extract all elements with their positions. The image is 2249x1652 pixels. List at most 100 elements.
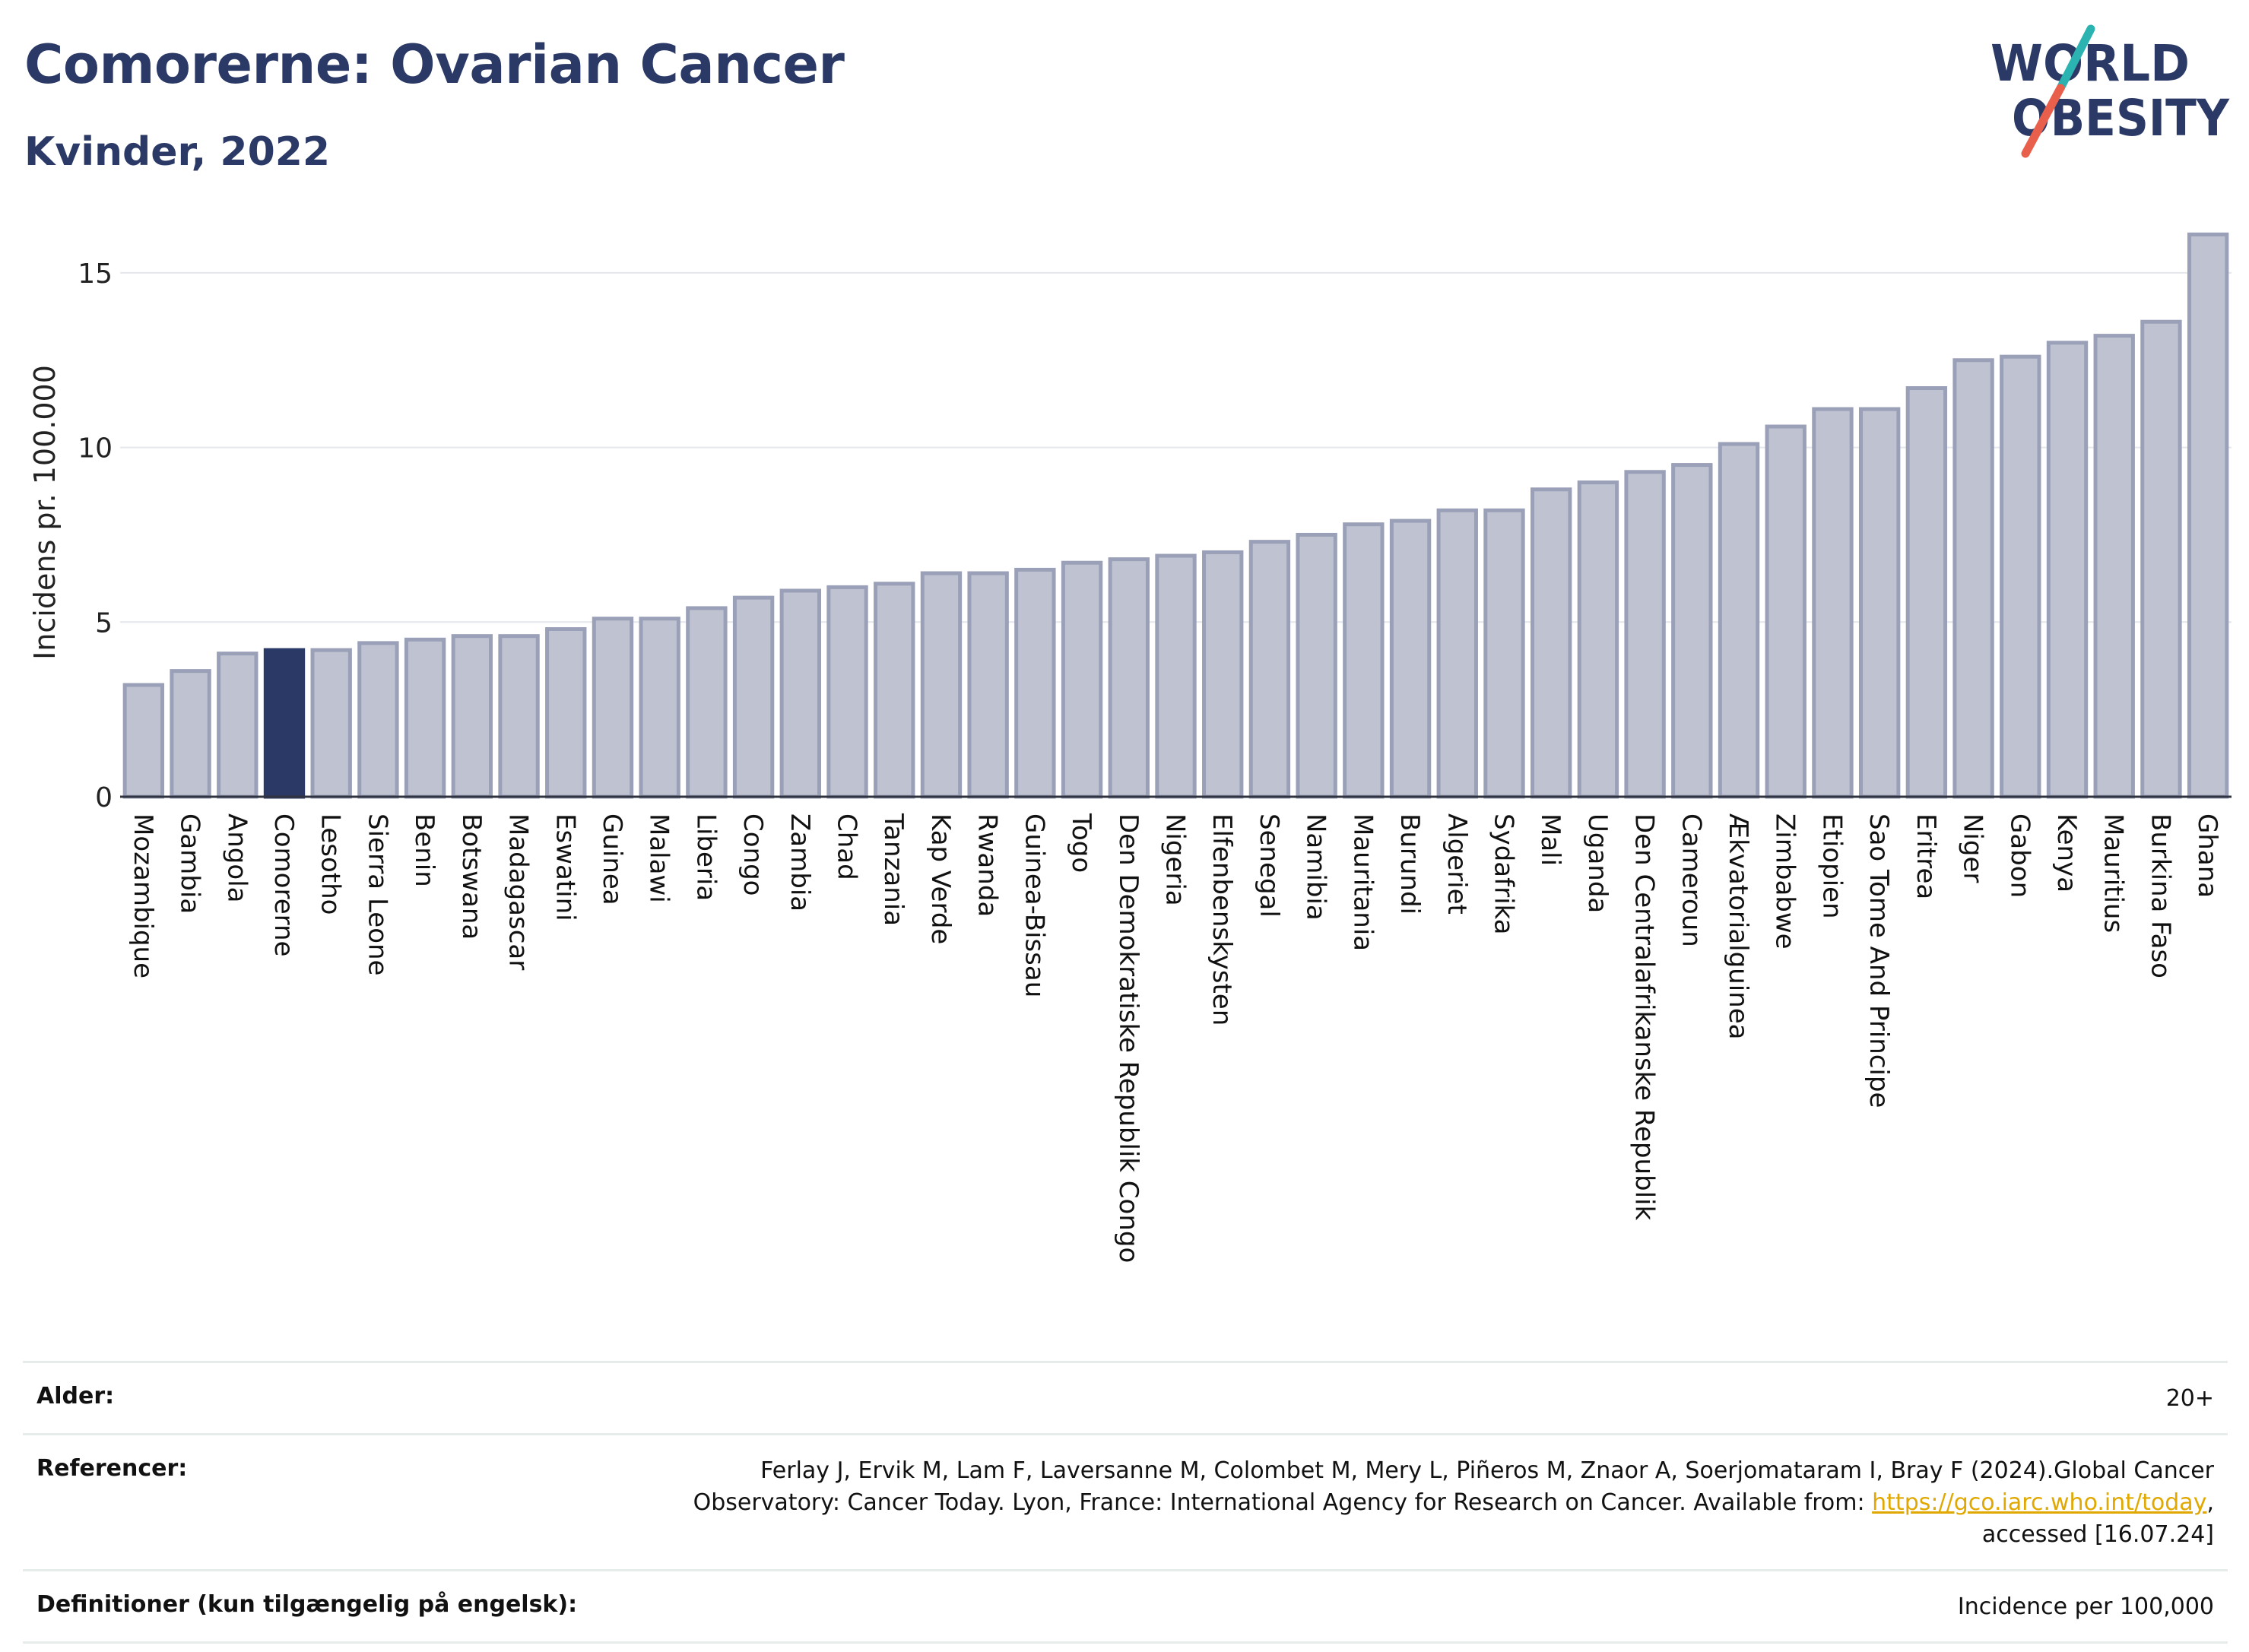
x-tick-label: Guinea [597, 813, 627, 905]
bar [732, 595, 775, 799]
references-label: Referencer: [36, 1455, 188, 1482]
bar [1905, 386, 1948, 799]
bar-highlight [263, 648, 306, 799]
world-obesity-logo: WORLD OBESITY [1990, 24, 2230, 158]
bar [170, 669, 211, 799]
y-tick-label: 15 [78, 258, 113, 290]
x-tick-label: Nigeria [1160, 813, 1191, 906]
logo-slash-coral [2021, 84, 2065, 158]
references-link[interactable]: https://gco.iarc.who.int/today [1872, 1489, 2207, 1516]
chart-footer: Alder: 20+ Referencer: Ferlay J, Ervik M… [23, 1361, 2228, 1644]
bar [686, 606, 728, 799]
x-tick-label: Mali [1535, 813, 1565, 866]
y-tick-label: 5 [95, 607, 113, 639]
x-tick-label: Chad [832, 813, 862, 880]
bar [1248, 540, 1291, 799]
y-tick-label: 10 [78, 433, 113, 465]
logo-text-world: WORLD [1990, 34, 2190, 93]
bar [826, 585, 868, 799]
x-tick-label: Togo [1066, 813, 1096, 873]
bar [545, 626, 587, 799]
bar [967, 571, 1009, 799]
references-text-1: Ferlay J, Ervik M, Lam F, Laversanne M, … [760, 1457, 2214, 1484]
definitions-label: Definitioner (kun tilgængelig på engelsk… [36, 1591, 578, 1618]
x-tick-label: Kenya [2051, 813, 2082, 893]
x-tick-label: Gambia [175, 813, 205, 914]
x-tick-label: Burundi [1394, 813, 1425, 915]
bar [2140, 319, 2182, 799]
bar [310, 648, 352, 799]
x-tick-label: Tanzania [878, 813, 909, 926]
x-tick-label: Den Demokratiske Republik Congo [1113, 813, 1144, 1263]
bar [1718, 442, 1760, 799]
x-tick-label: Cameroun [1676, 813, 1706, 947]
bar [357, 641, 399, 799]
bar [1531, 487, 1572, 799]
x-tick-label: Rwanda [972, 813, 1003, 917]
bar [779, 588, 821, 799]
x-tick-label: Eritrea [1911, 813, 1941, 899]
y-axis-title: Incidens pr. 100.000 [28, 365, 62, 660]
bar [2093, 334, 2135, 799]
x-tick-label: Botswana [456, 813, 487, 940]
footer-row-age: Alder: 20+ [23, 1361, 2228, 1433]
chart-title: Comorerne: Ovarian Cancer [24, 33, 845, 96]
bar [1624, 470, 1666, 799]
bar [1061, 560, 1103, 799]
bar [217, 652, 259, 799]
age-label: Alder: [36, 1383, 115, 1409]
x-tick-label: Sydafrika [1488, 813, 1518, 934]
logo-slash-teal [2056, 24, 2095, 93]
references-text-3: , [2206, 1489, 2214, 1516]
x-tick-label: Ghana [2192, 813, 2222, 898]
x-tick-label: Malawi [644, 813, 674, 903]
bar [2046, 341, 2089, 799]
footer-row-references: Referencer: Ferlay J, Ervik M, Lam F, La… [23, 1433, 2228, 1569]
bar [1155, 553, 1197, 799]
x-tick-label: Liberia [690, 813, 721, 901]
bar [1436, 508, 1478, 799]
x-tick-label: Sao Tome And Principe [1864, 813, 1894, 1108]
bar [1108, 557, 1150, 799]
x-tick-label: Elfenbenskysten [1207, 813, 1237, 1026]
x-tick-label: Zambia [785, 813, 815, 912]
x-tick-label: Congo [738, 813, 768, 896]
references-value: Ferlay J, Ervik M, Lam F, Laversanne M, … [693, 1455, 2214, 1551]
x-tick-label: Lesotho [316, 813, 346, 915]
bar [1952, 358, 1994, 799]
x-tick-label: Gabon [2004, 813, 2035, 898]
x-tick-label: Guinea-Bissau [1019, 813, 1049, 997]
bar [592, 617, 634, 799]
bar [1483, 508, 1525, 799]
footer-row-definitions: Definitioner (kun tilgængelig på engelsk… [23, 1569, 2228, 1644]
bar [1812, 407, 1854, 799]
bar [920, 571, 963, 799]
x-tick-label: Zimbabwe [1770, 813, 1800, 950]
x-tick-label: Ækvatorialguinea [1723, 813, 1753, 1039]
age-value: 20+ [2165, 1385, 2214, 1412]
x-tick-label: Burkina Faso [2145, 813, 2175, 978]
bar [2187, 232, 2229, 799]
bar [404, 637, 446, 799]
bar [1389, 518, 1432, 799]
x-tick-label: Kap Verde [925, 813, 956, 944]
x-tick-label: Eswatini [550, 813, 580, 921]
bar [639, 617, 680, 799]
x-tick-label: Niger [1958, 813, 1988, 883]
x-tick-label: Mauritania [1347, 813, 1378, 951]
x-tick-label: Angola [221, 813, 252, 902]
x-tick-label: Mauritius [2098, 813, 2129, 933]
references-text-4: accessed [16.07.24] [1981, 1521, 2214, 1548]
bar [874, 582, 915, 799]
bar [1765, 424, 1806, 799]
bar [1577, 480, 1619, 799]
x-tick-label: Senegal [1254, 813, 1284, 918]
bar [1671, 463, 1713, 799]
bar [1014, 567, 1056, 799]
x-tick-label: Madagascar [503, 813, 534, 970]
x-tick-label: Sierra Leone [362, 813, 392, 975]
x-tick-label: Mozambique [128, 813, 158, 978]
bar [1858, 407, 1901, 799]
y-tick-label: 0 [95, 782, 113, 813]
x-tick-label: Den Centralafrikanske Republik [1629, 813, 1660, 1220]
